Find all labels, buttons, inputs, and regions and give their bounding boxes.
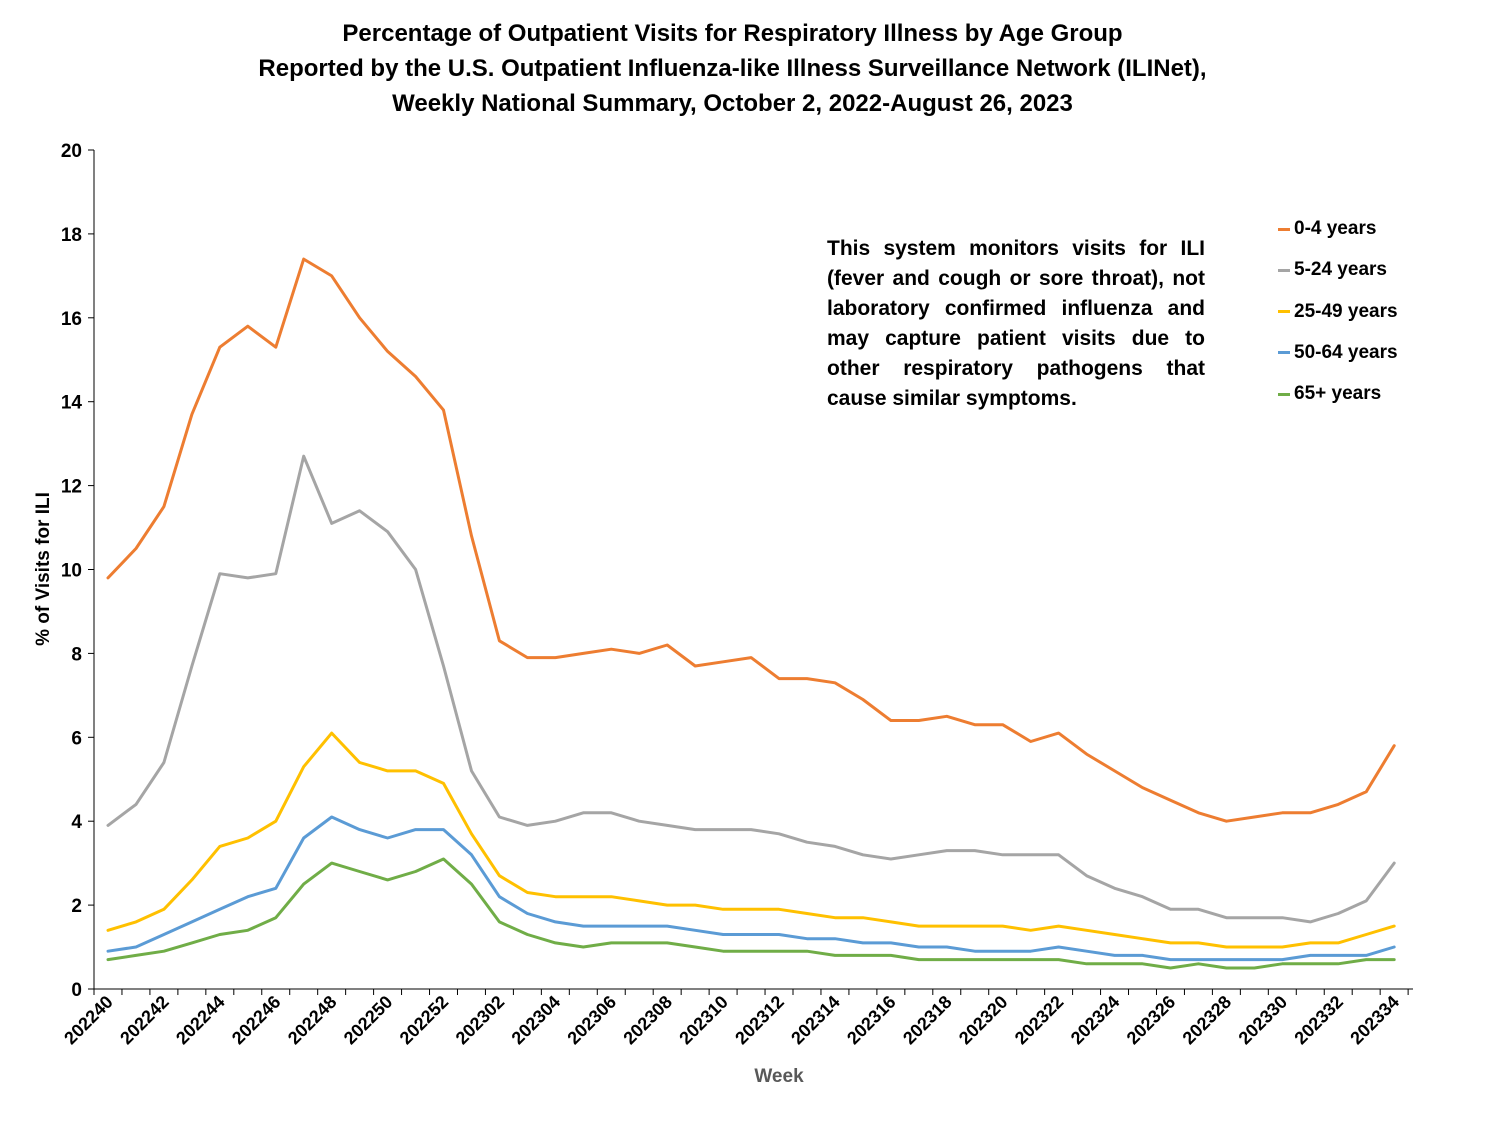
x-axis-label: Week [754,1066,804,1087]
x-tick-label: 202314 [787,992,844,1049]
y-tick-label: 10 [61,561,82,582]
x-tick-label: 202320 [955,992,1012,1049]
legend-swatch [1278,392,1290,396]
x-tick-label: 202304 [508,992,565,1049]
x-tick-label: 202332 [1290,992,1347,1049]
axes [93,150,1413,990]
series-line-65-years [106,857,1396,970]
legend-swatch [1278,351,1290,355]
series-lines [106,257,1396,970]
y-tick-label: 2 [71,896,82,917]
legend-item: 65+ years [1278,382,1381,406]
x-tick-label: 202322 [1011,992,1068,1049]
x-tick-label: 202312 [731,992,788,1049]
y-tick-label: 0 [71,980,82,1001]
legend-label: 5-24 years [1294,259,1387,281]
y-axis-ticks: 0 2 4 6 8 10 12 14 16 18 20 [61,141,94,1001]
x-tick-label: 202316 [843,992,900,1049]
series-line-0-4-years [106,257,1396,823]
x-tick-label: 202310 [675,992,732,1049]
y-tick-label: 4 [71,812,82,833]
legend-item: 0-4 years [1278,217,1376,241]
x-axis-ticks: 202240 202242 202244 202246 202248 202250 2022… [60,989,1409,1049]
x-tick-label: 202242 [116,992,173,1049]
y-tick-label: 16 [61,309,82,330]
legend-item: 5-24 years [1278,258,1387,282]
legend-swatch [1278,227,1290,231]
y-tick-label: 12 [61,477,82,498]
x-tick-label: 202302 [452,992,509,1049]
series-line-5-24-years [106,454,1396,924]
legend-label: 0-4 years [1294,218,1377,239]
x-tick-label: 202326 [1123,992,1180,1049]
series-line-50-64-years [106,815,1396,962]
x-tick-label: 202248 [284,992,341,1049]
x-tick-label: 202306 [563,992,620,1049]
y-tick-label: 6 [71,728,82,749]
y-tick-label: 8 [71,644,82,665]
x-tick-label: 202244 [172,992,229,1049]
y-tick-label: 20 [61,141,82,162]
chart-title-line-2: Reported by the U.S. Outpatient Influenz… [258,55,1207,82]
legend-item: 50-64 years [1278,341,1398,365]
legend-label: 65+ years [1294,383,1382,405]
x-tick-label: 202240 [60,992,117,1049]
x-tick-label: 202334 [1346,992,1403,1049]
x-tick-label: 202250 [340,992,397,1049]
x-tick-label: 202328 [1179,992,1236,1049]
legend-swatch [1278,310,1290,314]
x-tick-label: 202246 [228,992,285,1049]
y-tick-label: 18 [61,225,82,246]
x-tick-label: 202318 [899,992,956,1049]
x-tick-label: 202252 [396,992,453,1049]
chart-title: Percentage of Outpatient Visits for Resp… [0,16,1465,121]
chart-annotation: This system monitors visits for ILI (fev… [827,237,1205,410]
y-tick-label: 14 [61,393,83,414]
series-line-25-49-years [106,731,1396,949]
legend-swatch [1278,268,1290,272]
legend-item: 25-49 years [1278,300,1398,324]
x-tick-label: 202308 [619,992,676,1049]
chart-title-line-1: Percentage of Outpatient Visits for Resp… [342,20,1123,47]
legend-label: 25-49 years [1294,300,1398,322]
x-tick-label: 202324 [1067,992,1124,1049]
y-axis-label: % of Visits for ILI [33,492,54,646]
chart-title-line-3: Weekly National Summary, October 2, 2022… [392,90,1073,117]
x-tick-label: 202330 [1235,992,1292,1049]
legend-label: 50-64 years [1294,341,1398,363]
